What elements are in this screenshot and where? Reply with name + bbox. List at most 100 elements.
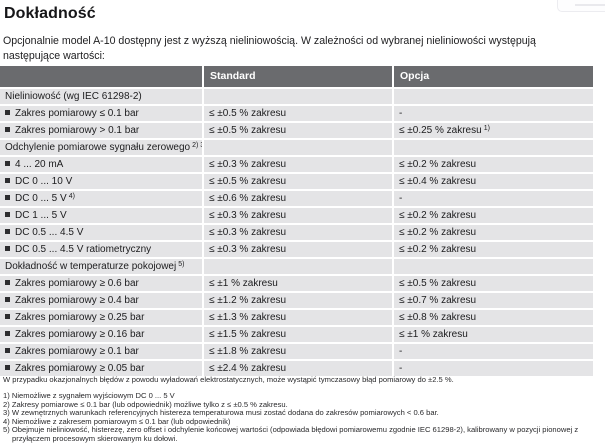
cell-param: Zakres pomiarowy > 0.1 bar: [0, 123, 202, 138]
cell-opcja: [394, 140, 593, 155]
cell-param: Zakres pomiarowy ≥ 0.05 bar: [0, 361, 202, 376]
bullet-square-icon: [5, 297, 10, 302]
table-row: DC 1 ... 5 V ≤ ±0.3 % zakresu ≤ ±0.2 % zak…: [0, 208, 593, 223]
cell-opcja: ≤ ±0.2 % zakresu: [394, 157, 593, 172]
header-cell-param: [0, 66, 202, 87]
cell-opcja: ≤ ±0.8 % zakresu: [394, 310, 593, 325]
bullet-square-icon: [5, 178, 10, 183]
cell-opcja: ≤ ±0.4 % zakresu: [394, 174, 593, 189]
bullet-square-icon: [5, 280, 10, 285]
cell-param: Zakres pomiarowy ≤ 0.1 bar: [0, 106, 202, 121]
table-row: Zakres pomiarowy ≥ 0.16 bar ≤ ±1.5 % zakr…: [0, 327, 593, 342]
footnote-ref: 4): [68, 193, 75, 200]
bullet-square-icon: [5, 229, 10, 234]
footnote-list: 1) Niemożliwe z sygnałem wyjściowym DC 0…: [3, 391, 599, 444]
cell-opcja: -: [394, 344, 593, 359]
section-header-row: Dokładność w temperaturze pokojowej 5): [0, 259, 593, 274]
cell-standard: ≤ ±0.3 % zakresu: [204, 225, 392, 240]
footnote-item: 4) Niemożliwe z zakresem pomiarowym ≤ 0.…: [3, 416, 231, 426]
intro-paragraph: Opcjonalnie model A-10 dostępny jest z w…: [3, 35, 536, 62]
table-row: DC 0 ... 10 V ≤ ±0.5 % zakresu ≤ ±0.4 % za…: [0, 174, 593, 189]
cell-opcja: ≤ ±0.2 % zakresu: [394, 208, 593, 223]
cell-param: Zakres pomiarowy ≥ 0.25 bar: [0, 310, 202, 325]
table-row: DC 0.5 ... 4.5 V ≤ ±0.3 % zakresu ≤ ±0.2 %…: [0, 225, 593, 240]
cell-param: Zakres pomiarowy ≥ 0.16 bar: [0, 327, 202, 342]
cell-param: DC 0 ... 5 V 4): [0, 191, 202, 206]
button-divider-line: [575, 4, 605, 6]
footnote-item: 1) Niemożliwe z sygnałem wyjściowym DC 0…: [3, 391, 175, 400]
cell-param: Dokładność w temperaturze pokojowej 5): [0, 259, 202, 274]
cell-opcja: [394, 89, 593, 104]
cell-standard: ≤ ±0.5 % zakresu: [204, 123, 392, 138]
bullet-square-icon: [5, 195, 10, 200]
cell-standard: ≤ ±1.8 % zakresu: [204, 344, 392, 359]
cell-param: Nieliniowość (wg IEC 61298-2): [0, 89, 202, 104]
bullet-square-icon: [5, 161, 10, 166]
table-header-row: Standard Opcja: [0, 66, 593, 87]
cell-opcja: ≤ ±0.7 % zakresu: [394, 293, 593, 308]
cell-param: DC 0 ... 10 V: [0, 174, 202, 189]
cell-standard: [204, 89, 392, 104]
bullet-square-icon: [5, 127, 10, 132]
bullet-square-icon: [5, 348, 10, 353]
cell-opcja: -: [394, 106, 593, 121]
table-row: 4 ... 20 mA ≤ ±0.3 % zakresu ≤ ±0.2 % zakr…: [0, 157, 593, 172]
cell-param: Zakres pomiarowy ≥ 0.1 bar: [0, 344, 202, 359]
footnote-item: 3) W zewnętrznych warunkach referencyjny…: [3, 408, 439, 418]
cell-standard: ≤ ±0.3 % zakresu: [204, 242, 392, 257]
footnote-item: 2) Zakresy pomiarowe ≤ 0.1 bar (lub odpo…: [3, 399, 288, 409]
cell-param: DC 1 ... 5 V: [0, 208, 202, 223]
table-row: Zakres pomiarowy ≥ 0.05 bar ≤ ±2.4 % zakr…: [0, 361, 593, 376]
cell-standard: ≤ ±0.5 % zakresu: [204, 106, 392, 121]
cell-standard: ≤ ±0.3 % zakresu: [204, 157, 392, 172]
header-cell-opcja: Opcja: [394, 66, 593, 87]
table-row: DC 0 ... 5 V 4) ≤ ±0.6 % zakresu -: [0, 191, 593, 206]
cell-param: Odchylenie pomiarowe sygnału zerowego 2) …: [0, 140, 202, 155]
bullet-square-icon: [5, 314, 10, 319]
footnote-ref: 5): [178, 261, 185, 268]
cell-opcja: ≤ ±0.25 % zakresu 1): [394, 123, 593, 138]
cell-param: Zakres pomiarowy ≥ 0.4 bar: [0, 293, 202, 308]
cell-opcja: ≤ ±0.2 % zakresu: [394, 242, 593, 257]
cell-standard: [204, 140, 392, 155]
bullet-square-icon: [5, 212, 10, 217]
section-header-row: Nieliniowość (wg IEC 61298-2): [0, 89, 593, 104]
cell-param: DC 0.5 ... 4.5 V ratiometryczny: [0, 242, 202, 257]
cell-param: 4 ... 20 mA: [0, 157, 202, 172]
cell-opcja: ≤ ±1 % zakresu: [394, 327, 593, 342]
cell-opcja: [394, 259, 593, 274]
table-row: Zakres pomiarowy ≥ 0.1 bar ≤ ±1.8 % zakre…: [0, 344, 593, 359]
cell-standard: ≤ ±0.3 % zakresu: [204, 208, 392, 223]
cell-param: Zakres pomiarowy ≥ 0.6 bar: [0, 276, 202, 291]
bullet-square-icon: [5, 331, 10, 336]
cell-opcja: -: [394, 361, 593, 376]
bullet-square-icon: [5, 246, 10, 251]
footnote-ref: 1): [483, 125, 490, 132]
page-title: Dokładność: [4, 5, 96, 22]
cell-standard: ≤ ±1.5 % zakresu: [204, 327, 392, 342]
cell-standard: ≤ ±0.5 % zakresu: [204, 174, 392, 189]
bullet-square-icon: [5, 110, 10, 115]
bullet-square-icon: [5, 365, 10, 370]
cut-off-button[interactable]: [557, 0, 605, 12]
esd-note: W przypadku okazjonalnych błędów z powod…: [3, 375, 454, 384]
accuracy-table: Standard Opcja Nieliniowość (wg IEC 6129…: [0, 66, 593, 376]
table-row: Zakres pomiarowy ≤ 0.1 bar ≤ ±0.5 % zakre…: [0, 106, 593, 121]
table-row: DC 0.5 ... 4.5 V ratiometryczny ≤ ±0.3 % …: [0, 242, 593, 257]
table-row: Zakres pomiarowy ≥ 0.6 bar ≤ ±1 % zakresu…: [0, 276, 593, 291]
footnote-item: 5) Obejmuje nieliniowość, histerezę, zer…: [3, 425, 579, 443]
footnote-ref: 2) 3): [192, 142, 202, 149]
cell-standard: ≤ ±1 % zakresu: [204, 276, 392, 291]
cell-opcja: -: [394, 191, 593, 206]
cell-standard: ≤ ±1.3 % zakresu: [204, 310, 392, 325]
table-row: Zakres pomiarowy ≥ 0.25 bar ≤ ±1.3 % zakr…: [0, 310, 593, 325]
header-cell-standard: Standard: [204, 66, 392, 87]
cell-param: DC 0.5 ... 4.5 V: [0, 225, 202, 240]
cell-opcja: ≤ ±0.2 % zakresu: [394, 225, 593, 240]
table-body: Nieliniowość (wg IEC 61298-2) Zakres pomi…: [0, 89, 593, 376]
cell-opcja: ≤ ±0.5 % zakresu: [394, 276, 593, 291]
cell-standard: ≤ ±0.6 % zakresu: [204, 191, 392, 206]
cell-standard: ≤ ±2.4 % zakresu: [204, 361, 392, 376]
cell-standard: ≤ ±1.2 % zakresu: [204, 293, 392, 308]
table-row: Zakres pomiarowy ≥ 0.4 bar ≤ ±1.2 % zakre…: [0, 293, 593, 308]
